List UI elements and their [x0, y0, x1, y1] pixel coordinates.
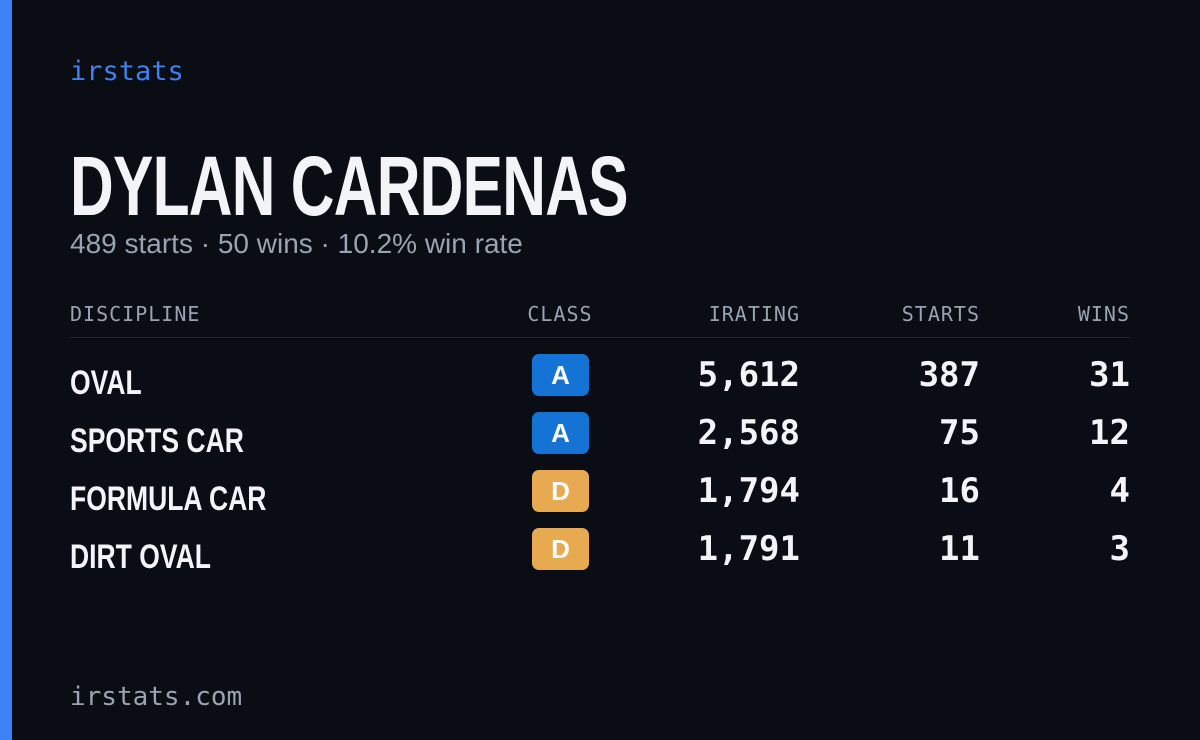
- wins: 12: [1089, 413, 1130, 453]
- starts: 11: [939, 529, 980, 569]
- class-badge: A: [532, 354, 589, 396]
- summary: 489 starts · 50 wins · 10.2% win rate: [70, 228, 523, 259]
- discipline: DIRT OVAL: [70, 538, 211, 576]
- class-badge: A: [532, 412, 589, 454]
- wins: 31: [1089, 355, 1130, 395]
- starts: 387: [918, 355, 980, 395]
- column-header: WINS: [1077, 302, 1130, 326]
- accent-bar: [0, 0, 12, 740]
- wins: 4: [1109, 471, 1130, 511]
- player-name: DYLAN CARDENAS: [70, 139, 629, 233]
- class-badge: D: [532, 470, 589, 512]
- starts: 16: [939, 471, 980, 511]
- discipline: SPORTS CAR: [70, 422, 244, 460]
- brand: irstats: [70, 56, 184, 87]
- header-rule: [70, 337, 1130, 338]
- wins: 3: [1109, 529, 1130, 569]
- column-header: STARTS: [901, 302, 980, 326]
- irating: 1,794: [697, 471, 800, 511]
- irating: 5,612: [697, 355, 800, 395]
- irating: 1,791: [697, 529, 800, 569]
- class-badge: D: [532, 528, 589, 570]
- discipline: FORMULA CAR: [70, 480, 267, 518]
- column-header: IRATING: [708, 302, 800, 326]
- column-header: CLASS: [527, 302, 593, 326]
- irating: 2,568: [697, 413, 800, 453]
- starts: 75: [939, 413, 980, 453]
- column-header: DISCIPLINE: [70, 302, 201, 326]
- discipline: OVAL: [70, 364, 142, 402]
- footer-url: irstats.com: [70, 682, 243, 712]
